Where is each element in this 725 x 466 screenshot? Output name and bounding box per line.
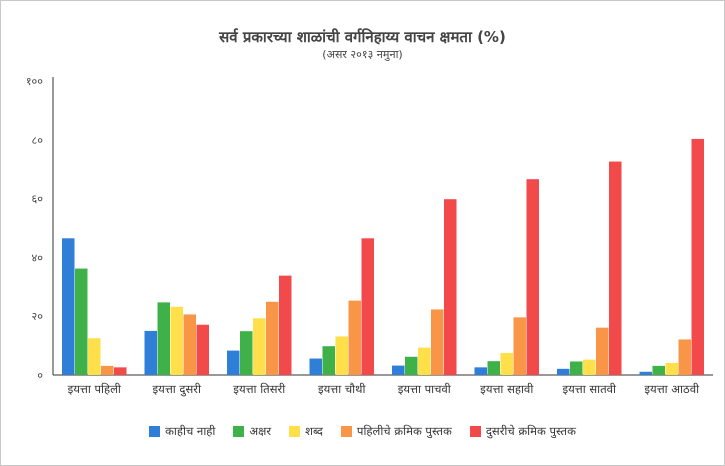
bar <box>75 268 88 375</box>
bar <box>596 327 609 375</box>
legend-swatch <box>340 426 352 437</box>
legend-item: दुसरीचे क्रमिक पुस्तक <box>469 424 576 439</box>
bar <box>691 138 704 375</box>
bar <box>101 365 114 375</box>
bar <box>392 365 405 375</box>
bar <box>583 359 596 375</box>
bar <box>487 361 500 375</box>
bar <box>639 371 652 375</box>
x-category-label: इयत्ता पाचवी <box>398 382 452 396</box>
bar <box>144 330 157 375</box>
chart-title: सर्व प्रकारच्या शाळांची वर्गनिहाय्य वाचन… <box>219 28 506 46</box>
bar <box>557 368 570 375</box>
x-category-label: इयत्ता सहावी <box>480 382 534 396</box>
y-tick-label: ० <box>37 369 43 382</box>
bar <box>431 309 444 375</box>
legend-swatch <box>469 426 481 437</box>
bar <box>183 314 196 375</box>
bar <box>500 352 513 375</box>
bar <box>348 300 361 375</box>
legend-item: अक्षर <box>233 424 271 439</box>
bar <box>513 317 526 375</box>
chart-legend: काहीच नाही अक्षर शब्द पहिलीचे क्रमिक पुस्तक… <box>1 424 724 439</box>
bar <box>652 365 665 375</box>
bar <box>405 356 418 375</box>
chart-subtitle: (असर २०१३ नमुना) <box>322 48 403 61</box>
x-category-label: इयत्ता सातवी <box>562 382 617 396</box>
legend-item: काहीच नाही <box>149 424 215 439</box>
legend-item: शब्द <box>289 424 323 439</box>
x-category-label: इयत्ता पहिली <box>68 382 122 396</box>
bar <box>266 301 279 375</box>
bar <box>361 238 374 375</box>
legend-item: पहिलीचे क्रमिक पुस्तक <box>340 424 452 439</box>
x-category-label: इयत्ता दुसरी <box>153 382 202 397</box>
legend-label: पहिलीचे क्रमिक पुस्तक <box>356 424 452 438</box>
legend-label: काहीच नाही <box>165 424 216 438</box>
bar <box>253 318 266 375</box>
bar <box>88 338 101 375</box>
legend-label: अक्षर <box>249 424 272 438</box>
legend-swatch <box>149 426 161 437</box>
x-category-label: इयत्ता चौथी <box>318 382 367 396</box>
bar <box>114 367 127 375</box>
y-tick-label: ६० <box>32 193 44 206</box>
y-tick-label: २० <box>32 310 44 323</box>
x-category-label: इयत्ता तिसरी <box>233 382 286 396</box>
bar <box>240 331 253 375</box>
bar <box>170 306 183 375</box>
bar <box>570 361 583 375</box>
legend-label: दुसरीचे क्रमिक पुस्तक <box>485 424 576 438</box>
y-tick-label: ८० <box>32 134 44 147</box>
bar <box>157 302 170 375</box>
bar <box>335 336 348 375</box>
bar <box>62 238 75 375</box>
bar <box>526 179 539 375</box>
bar <box>309 358 322 375</box>
y-tick-label: ४० <box>32 251 44 264</box>
bar <box>444 199 457 375</box>
x-category-label: इयत्ता आठवी <box>644 382 700 396</box>
y-tick-label: १०० <box>26 75 43 88</box>
legend-swatch <box>289 426 301 437</box>
legend-swatch <box>233 426 245 437</box>
bar <box>665 362 678 375</box>
bar <box>474 367 487 375</box>
bar <box>196 324 209 375</box>
bar <box>678 339 691 375</box>
bar <box>279 275 292 375</box>
legend-label: शब्द <box>305 424 323 438</box>
bar <box>609 161 622 375</box>
bar <box>322 346 335 375</box>
bar <box>227 350 240 375</box>
bar <box>418 347 431 375</box>
